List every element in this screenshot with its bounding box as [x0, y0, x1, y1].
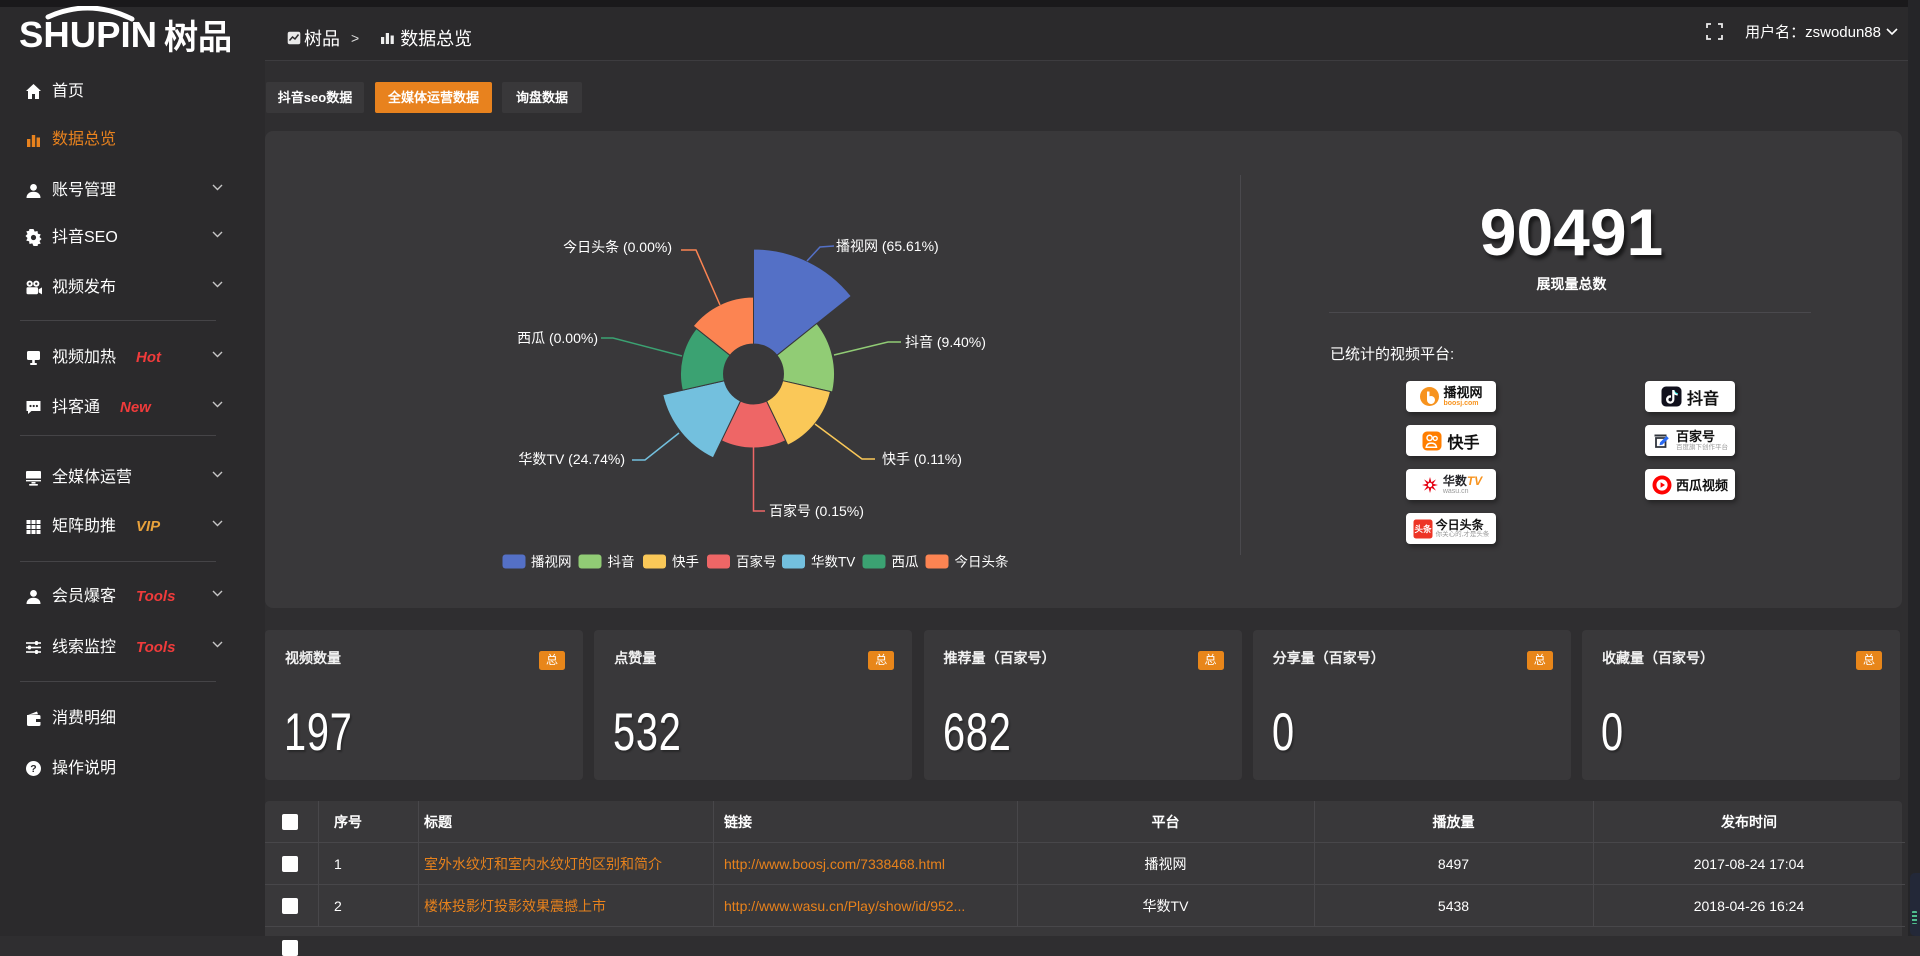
svg-text:今日头条 (0.00%): 今日头条 (0.00%)	[563, 239, 672, 255]
svg-text:树品: 树品	[164, 19, 232, 54]
svg-text:华数TV: 华数TV	[811, 555, 855, 570]
svg-text:抖音 (9.40%): 抖音 (9.40%)	[905, 334, 986, 350]
svg-text:华数TV (24.74%): 华数TV (24.74%)	[518, 451, 625, 467]
svg-text:头条: 头条	[1414, 524, 1432, 534]
svg-text:今日头条: 今日头条	[955, 554, 1009, 570]
svg-text:西瓜 (0.00%): 西瓜 (0.00%)	[517, 330, 598, 346]
svg-text:西瓜: 西瓜	[892, 555, 920, 570]
svg-text:百家号: 百家号	[736, 554, 777, 570]
svg-text:播视网 (65.61%): 播视网 (65.61%)	[836, 238, 939, 254]
svg-text:SHUPIN: SHUPIN	[19, 14, 157, 54]
svg-text:百家号 (0.15%): 百家号 (0.15%)	[769, 503, 864, 519]
svg-text:播视网: 播视网	[531, 555, 572, 570]
svg-text:抖音: 抖音	[608, 554, 635, 570]
svg-text:?: ?	[30, 763, 36, 775]
svg-text:快手: 快手	[672, 555, 699, 570]
svg-text:快手 (0.11%): 快手 (0.11%)	[882, 451, 962, 467]
